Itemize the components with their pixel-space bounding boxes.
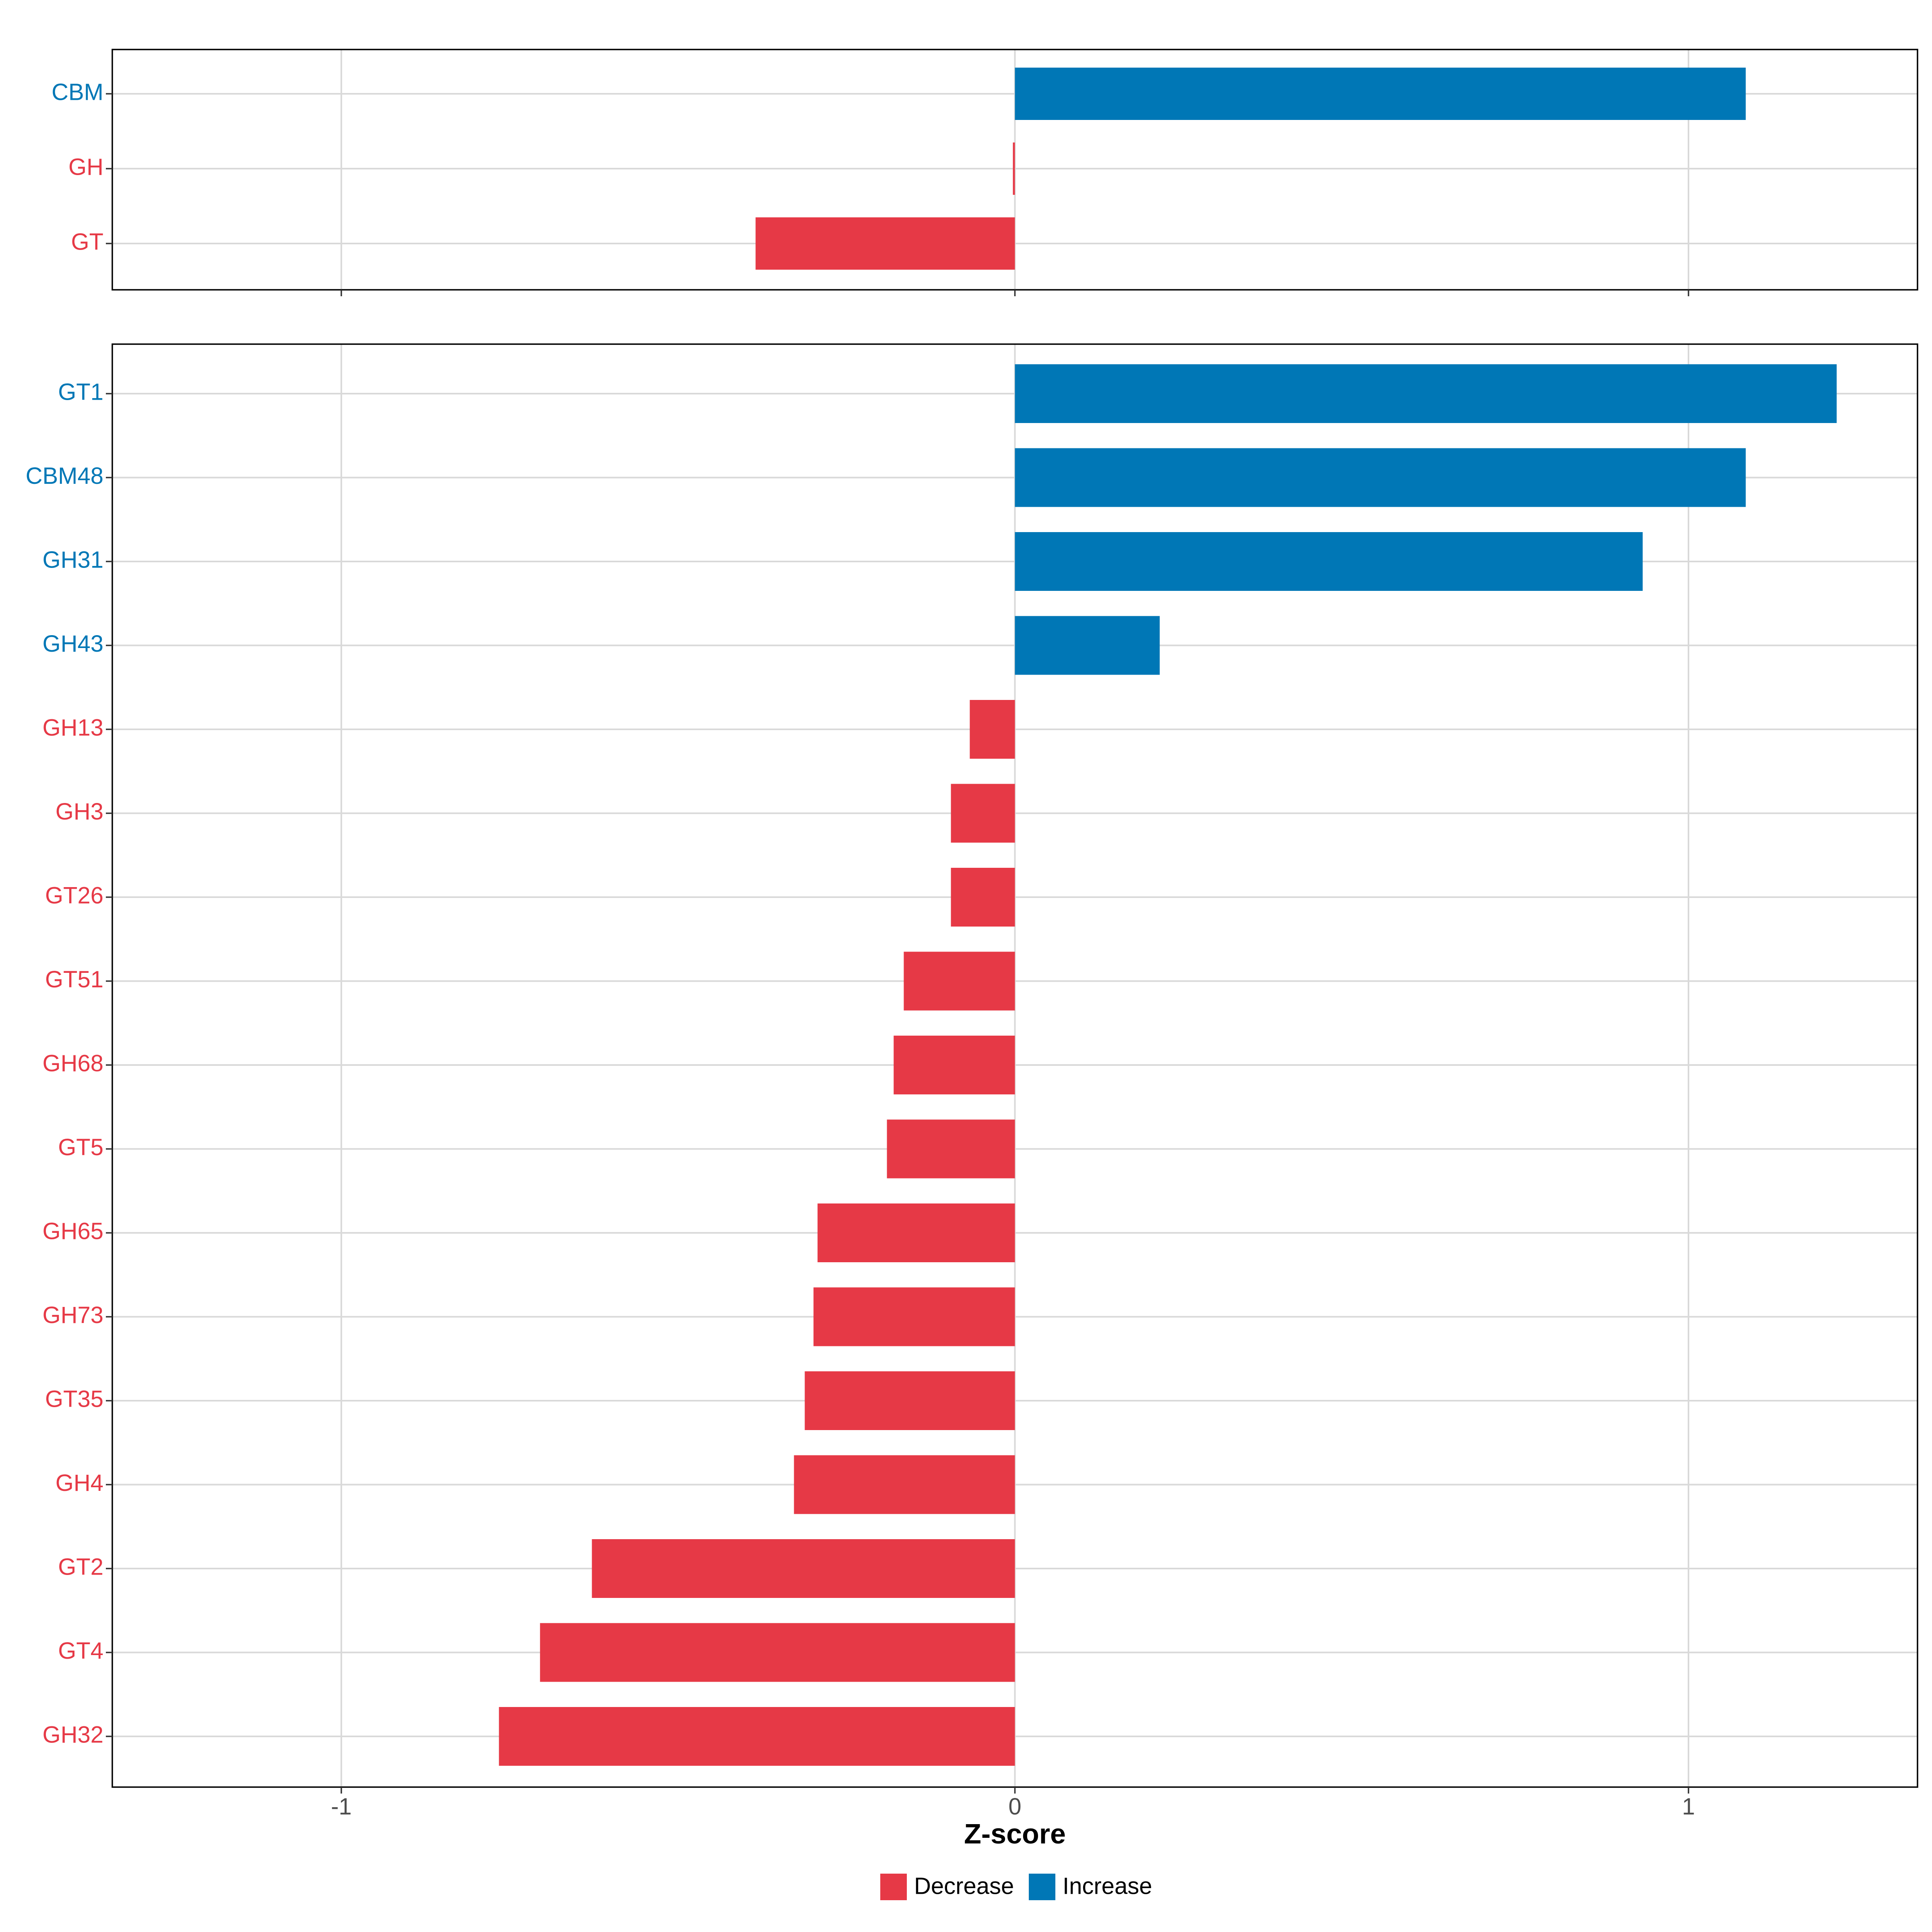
bar-gt51: [904, 952, 1015, 1011]
bar-gt5: [887, 1119, 1015, 1179]
bar-gh32: [499, 1707, 1015, 1766]
y-tick-label-gh4: GH4: [56, 1470, 103, 1496]
bar-cbm: [1015, 68, 1746, 120]
x-tick-label: 1: [1682, 1794, 1695, 1820]
top-panel: CBM GH GT: [52, 49, 1918, 296]
x-axis: -1 0 1: [331, 1794, 1695, 1820]
legend-label-decrease: Decrease: [914, 1873, 1014, 1899]
x-axis-title: Z-score: [964, 1818, 1066, 1849]
bar-gh3: [951, 784, 1015, 843]
y-tick-label-gt2: GT2: [58, 1554, 103, 1580]
y-tick-label-gh68: GH68: [42, 1050, 103, 1076]
bar-gh43: [1015, 616, 1160, 675]
bar-gt26: [951, 868, 1015, 927]
bottom-panel: GT1 CBM48 GH31 GH43 GH13 GH3 GT26 GT51 GH68 GT5 GH…: [26, 343, 1918, 1794]
bar-gt2: [592, 1539, 1015, 1598]
y-tick-label-gh3: GH3: [56, 799, 103, 825]
x-tick-label: 0: [1008, 1794, 1021, 1820]
y-tick-label-gt1: GT1: [58, 379, 103, 405]
bar-gh13: [970, 700, 1015, 759]
bar-gh68: [894, 1036, 1015, 1094]
y-tick-label-cbm: CBM: [52, 79, 103, 105]
bar-gh73: [813, 1287, 1015, 1346]
bar-gh4: [794, 1455, 1015, 1514]
legend-swatch-increase: [1029, 1874, 1055, 1900]
y-tick-label-gt5: GT5: [58, 1134, 103, 1160]
y-tick-label-gh13: GH13: [42, 714, 103, 741]
y-tick-label-gt4: GT4: [58, 1638, 103, 1664]
bar-gh65: [817, 1203, 1015, 1262]
y-tick-label-gh65: GH65: [42, 1218, 103, 1244]
y-tick-label-cbm48: CBM48: [26, 463, 103, 489]
y-tick-label-gt26: GT26: [45, 882, 103, 908]
legend: Decrease Increase: [880, 1873, 1152, 1900]
y-tick-label-gh43: GH43: [42, 631, 103, 657]
bar-gh: [1013, 142, 1015, 195]
x-tick-label: -1: [331, 1794, 352, 1820]
y-tick-label-gh: GH: [68, 154, 103, 180]
y-tick-label-gt: GT: [71, 229, 103, 255]
y-tick-label-gt51: GT51: [45, 966, 103, 993]
bar-cbm48: [1015, 448, 1746, 507]
y-tick-label-gt35: GT35: [45, 1386, 103, 1412]
y-tick-label-gh32: GH32: [42, 1721, 103, 1748]
y-tick-label-gh31: GH31: [42, 547, 103, 573]
bar-gt: [755, 217, 1015, 270]
bar-gt4: [540, 1623, 1015, 1682]
bar-gt35: [805, 1371, 1015, 1430]
legend-label-increase: Increase: [1063, 1873, 1152, 1899]
bar-gh31: [1015, 532, 1643, 591]
bar-gt1: [1015, 364, 1837, 423]
legend-swatch-decrease: [880, 1874, 907, 1900]
y-tick-label-gh73: GH73: [42, 1302, 103, 1328]
